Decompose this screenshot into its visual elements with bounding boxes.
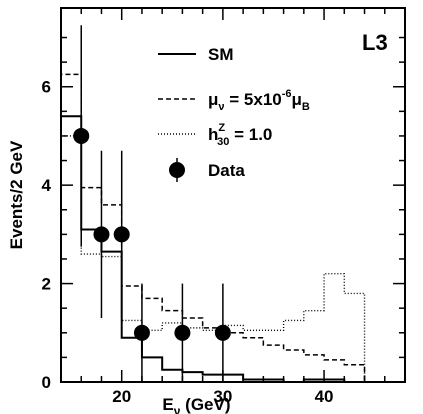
data-point bbox=[133, 324, 150, 341]
x-tick-label: 20 bbox=[112, 387, 131, 406]
axis-ticks bbox=[61, 8, 405, 383]
x-axis-title-subscript: ν bbox=[174, 404, 181, 414]
x-axis-title-unit: (GeV) bbox=[180, 395, 230, 414]
x-tick-label: 30 bbox=[213, 387, 232, 406]
data-point bbox=[174, 324, 191, 341]
y-tick-label: 0 bbox=[42, 373, 51, 392]
data-point bbox=[93, 226, 110, 243]
y-axis-title: Events/2 GeV bbox=[7, 140, 26, 249]
data-point bbox=[73, 127, 90, 144]
legend-entry-sm: SM bbox=[208, 45, 234, 64]
plot-frame bbox=[60, 7, 406, 383]
experiment-label: L3 bbox=[362, 30, 388, 55]
x-axis-title-main: E bbox=[162, 395, 173, 414]
legend-entry-anomalous-coupling: hZ 30 = 1.0 bbox=[208, 122, 272, 148]
y-tick-label: 4 bbox=[42, 176, 52, 195]
x-tick-label: 40 bbox=[315, 387, 334, 406]
y-tick-label: 2 bbox=[42, 275, 51, 294]
legend: SM μν = 5x10-6μB hZ 30 = 1.0 Data bbox=[158, 45, 310, 182]
legend-entry-magnetic-moment: μν = 5x10-6μB bbox=[208, 88, 310, 113]
tick-labels: 20 30 40 0 2 4 6 bbox=[42, 78, 334, 406]
x-axis-title: Eν (GeV) bbox=[162, 395, 230, 414]
histogram-series-dotted bbox=[60, 135, 385, 383]
plot-area bbox=[60, 25, 385, 383]
data-point bbox=[113, 226, 130, 243]
y-tick-label: 6 bbox=[42, 78, 51, 97]
legend-entry-data: Data bbox=[208, 161, 245, 180]
data-point bbox=[214, 324, 231, 341]
